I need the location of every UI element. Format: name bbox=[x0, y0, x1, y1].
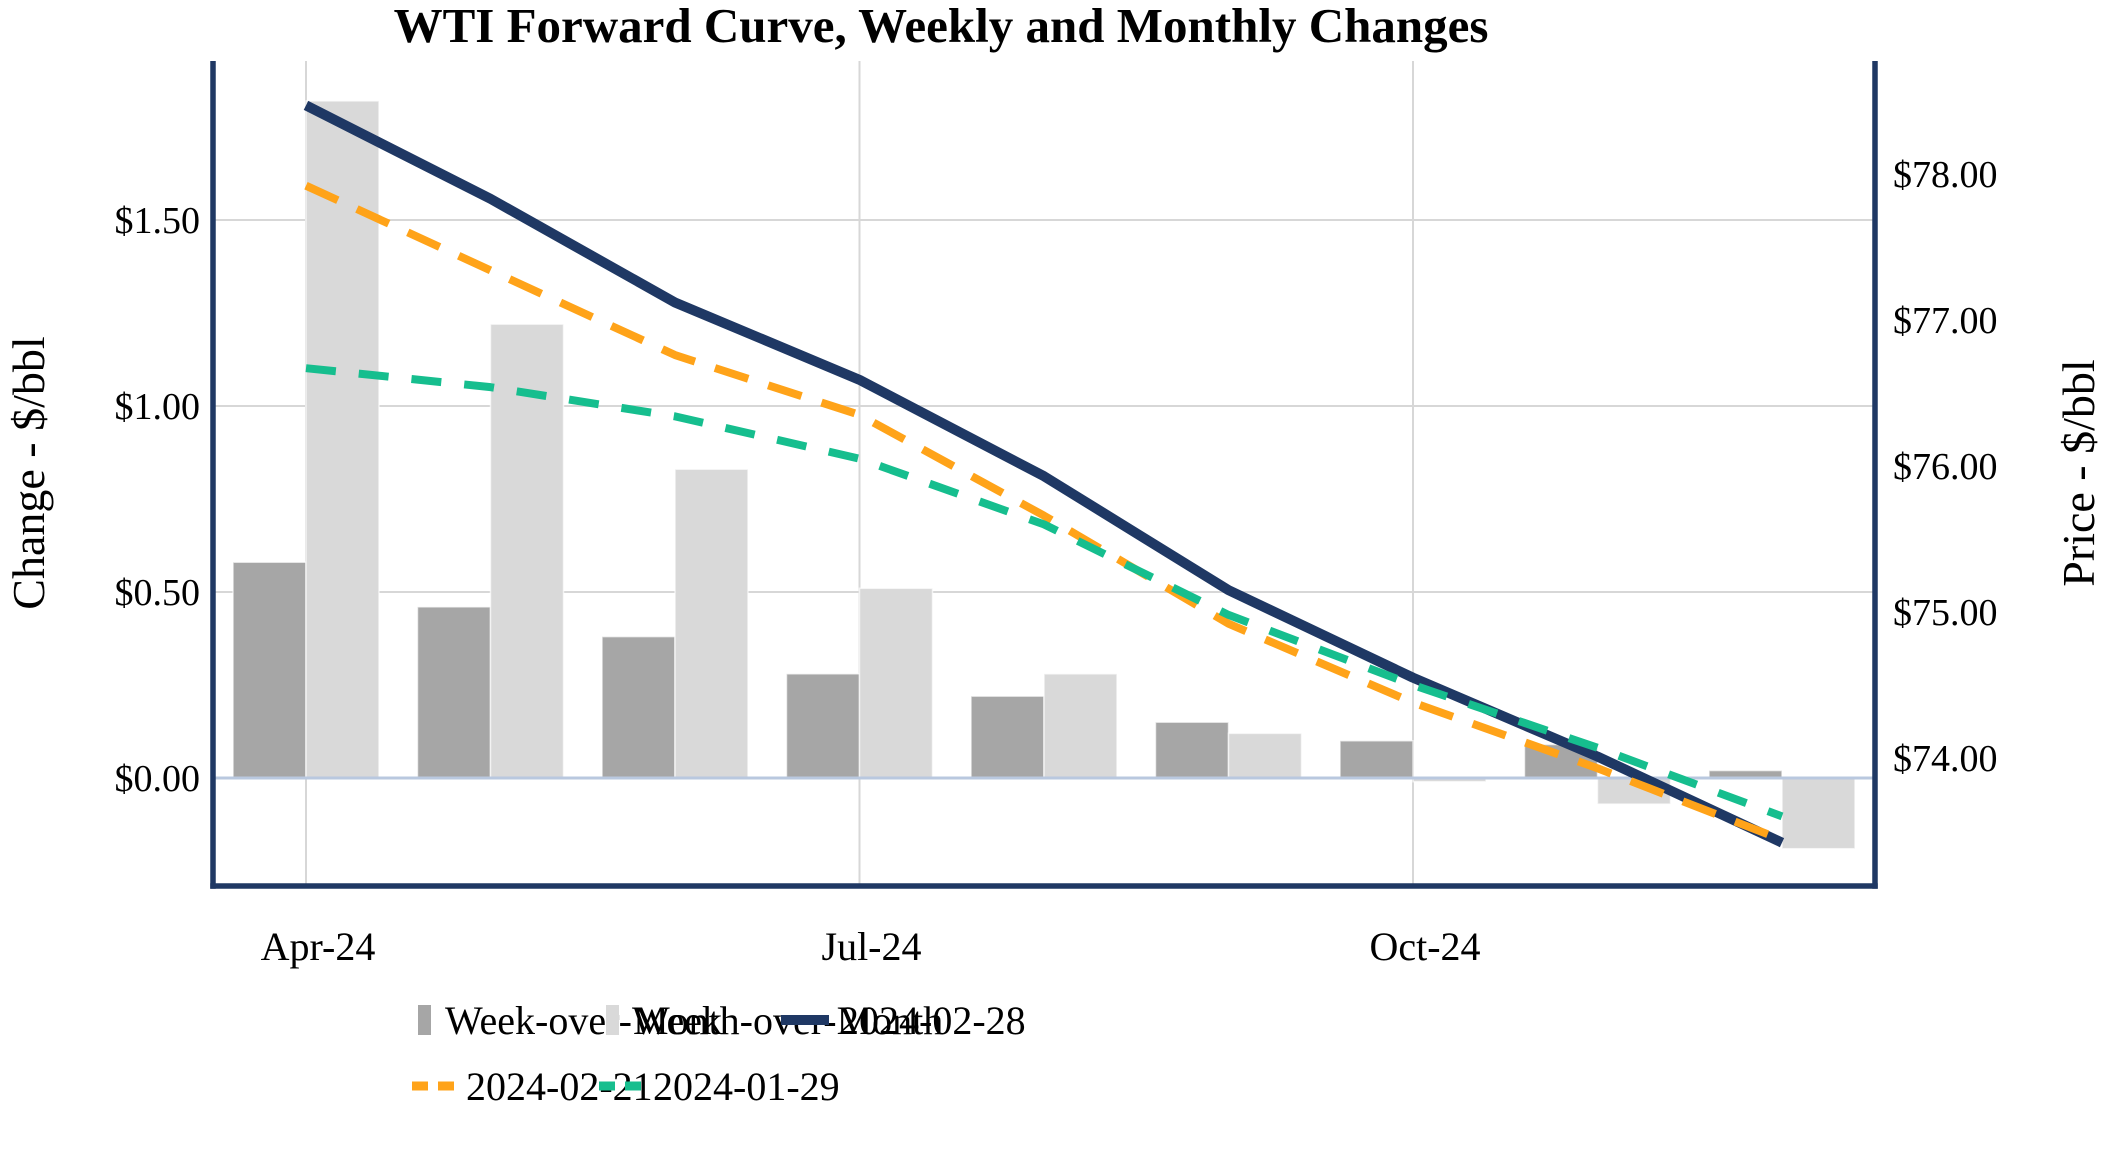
right-tick-label: $74.00 bbox=[1893, 738, 1998, 780]
legend-swatch-month-over-month bbox=[606, 1005, 619, 1035]
bar-week-over-week bbox=[1154, 721, 1230, 779]
legend: Week-over-WeekMonth-over-Month2024-02-28… bbox=[412, 998, 1026, 1109]
x-tick-label: Apr-24 bbox=[261, 924, 376, 969]
legend-label-2024-02-21: 2024-02-21 bbox=[466, 1064, 653, 1109]
left-axis-title: Change - $/bbl bbox=[3, 336, 54, 609]
left-tick-label: $1.00 bbox=[115, 386, 201, 428]
bar-week-over-week bbox=[785, 673, 861, 779]
plot-frame bbox=[210, 61, 1878, 889]
bar-month-over-month bbox=[1043, 673, 1118, 779]
bar-month-over-month bbox=[858, 587, 934, 779]
bar-week-over-week bbox=[416, 606, 492, 779]
legend-label-2024-01-29: 2024-01-29 bbox=[653, 1064, 840, 1109]
bar-week-over-week bbox=[232, 561, 307, 779]
bar-month-over-month bbox=[305, 100, 380, 779]
right-tick-label: $78.00 bbox=[1893, 154, 1998, 196]
right-axis-title: Price - $/bbl bbox=[2053, 359, 2104, 586]
line-series bbox=[303, 100, 1785, 848]
left-tick-label: $0.50 bbox=[115, 572, 201, 614]
bar-month-over-month bbox=[674, 468, 749, 779]
chart-title: WTI Forward Curve, Weekly and Monthly Ch… bbox=[394, 0, 1489, 53]
line-2024-01-29 bbox=[305, 364, 1784, 821]
legend-swatch-week-over-week bbox=[418, 1005, 431, 1035]
line-2024-02-21 bbox=[304, 182, 1784, 844]
left-tick-label: $1.50 bbox=[115, 200, 201, 242]
legend-label-2024-02-28: 2024-02-28 bbox=[839, 998, 1026, 1043]
right-tick-label: $75.00 bbox=[1893, 592, 1998, 634]
bar-week-over-week bbox=[970, 695, 1045, 779]
legend-label-week-over-week: Week-over-Week bbox=[445, 998, 722, 1043]
bar-month-over-month bbox=[489, 323, 565, 779]
left-tick-label: $0.00 bbox=[115, 758, 201, 800]
bar-month-over-month bbox=[1781, 777, 1856, 850]
axis-ticks: $0.00 $0.50 $1.00 $1.50 $74.00 $75.00 $76.00 $7… bbox=[115, 154, 1998, 969]
bar-month-over-month bbox=[1227, 732, 1303, 779]
bar-week-over-week bbox=[601, 635, 676, 779]
x-tick-label: Oct-24 bbox=[1369, 924, 1480, 969]
bar-week-over-week bbox=[1339, 740, 1414, 779]
right-tick-label: $76.00 bbox=[1893, 446, 1998, 488]
right-tick-label: $77.00 bbox=[1893, 300, 1998, 342]
x-tick-label: Jul-24 bbox=[822, 924, 922, 969]
